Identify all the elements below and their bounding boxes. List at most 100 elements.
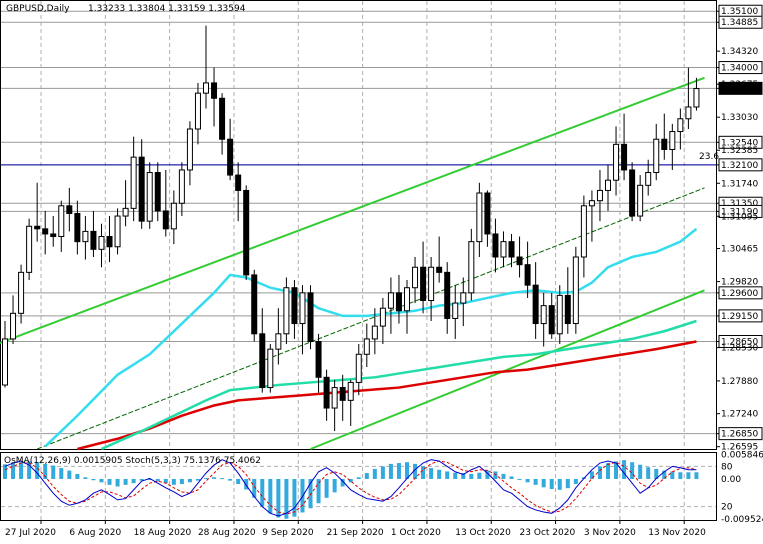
osma-bar bbox=[115, 478, 120, 487]
candle-body bbox=[556, 294, 563, 335]
candle-body bbox=[379, 307, 386, 327]
osma-bar bbox=[541, 478, 546, 488]
candle-body bbox=[637, 184, 644, 217]
candle bbox=[605, 164, 611, 211]
osma-bar bbox=[123, 478, 128, 485]
osma-bar bbox=[429, 468, 434, 479]
osma-bar bbox=[244, 478, 249, 490]
osma-bar bbox=[396, 463, 401, 479]
candle-body bbox=[26, 225, 33, 273]
price-axis[interactable]: 1.351001.348851.343201.340001.336751.335… bbox=[716, 4, 763, 453]
candle-body bbox=[243, 189, 250, 276]
candle bbox=[162, 169, 169, 237]
candle-body bbox=[66, 205, 73, 214]
candle bbox=[428, 257, 435, 321]
candle-body bbox=[235, 174, 242, 191]
candle-body bbox=[693, 88, 700, 108]
osma-bar bbox=[51, 465, 56, 479]
candle bbox=[395, 274, 402, 324]
candle bbox=[243, 185, 250, 281]
osma-bar bbox=[654, 468, 659, 479]
osma-bar bbox=[565, 478, 570, 489]
horizontal-levels bbox=[1, 10, 716, 435]
price-label-box bbox=[718, 61, 763, 75]
osma-bar bbox=[332, 478, 337, 493]
indicator-axis: 0.0058465 0.00 -0.009524 80 20 bbox=[721, 450, 763, 524]
osma-bar bbox=[437, 469, 442, 479]
osma-bar bbox=[228, 478, 233, 481]
price-tick-label: 1.32540 bbox=[721, 138, 758, 148]
candle-body bbox=[412, 266, 419, 289]
time-tick-label: 13 Nov 2020 bbox=[648, 528, 706, 538]
candle bbox=[114, 208, 121, 255]
candle-body bbox=[685, 106, 692, 120]
candle-body bbox=[146, 172, 153, 222]
candle bbox=[524, 241, 531, 298]
osma-axis-label: 0.00 bbox=[721, 475, 741, 485]
osma-bar bbox=[630, 462, 635, 479]
candle bbox=[66, 187, 73, 232]
candle-body bbox=[10, 312, 17, 340]
candle bbox=[355, 344, 362, 396]
time-axis[interactable]: 27 Jul 2020 6 Aug 2020 18 Aug 2020 28 Aug 2… bbox=[5, 520, 706, 538]
price-tick-label: 1.28530 bbox=[721, 344, 758, 354]
stoch-axis-label: 20 bbox=[721, 503, 733, 513]
osma-bar bbox=[614, 461, 619, 479]
candle bbox=[564, 267, 571, 334]
candle-body bbox=[508, 241, 515, 258]
candle bbox=[186, 121, 193, 186]
candle-body bbox=[267, 348, 274, 389]
candles bbox=[2, 25, 700, 432]
price-label-box bbox=[718, 204, 763, 218]
candle bbox=[194, 82, 201, 145]
price-tick-label: 1.32100 bbox=[721, 161, 758, 171]
candle-body bbox=[154, 172, 161, 212]
candle bbox=[331, 379, 338, 432]
candle-body bbox=[42, 228, 49, 235]
osma-bar bbox=[163, 478, 168, 484]
grid bbox=[40, 1, 685, 520]
channel-lower-line[interactable] bbox=[310, 289, 705, 450]
price-label-box bbox=[718, 81, 763, 95]
price-label-box bbox=[718, 427, 763, 441]
candle bbox=[412, 257, 419, 304]
osma-bar bbox=[597, 466, 602, 479]
osma-bar bbox=[509, 476, 514, 479]
candle-body bbox=[130, 156, 137, 209]
candle bbox=[34, 182, 41, 242]
osma-bar bbox=[260, 478, 265, 507]
osma-bar bbox=[316, 478, 321, 504]
candle-body bbox=[18, 271, 25, 314]
candle bbox=[130, 136, 137, 222]
candle-body bbox=[194, 92, 201, 130]
price-tick-label: 1.28650 bbox=[721, 337, 758, 347]
candle bbox=[339, 374, 346, 421]
candle-body bbox=[605, 179, 611, 191]
candle-body bbox=[588, 200, 595, 207]
candle bbox=[613, 126, 620, 196]
candle bbox=[444, 262, 451, 334]
candle bbox=[347, 379, 354, 426]
price-tick-label: 1.29150 bbox=[721, 312, 758, 322]
candle bbox=[26, 218, 33, 281]
osma-bar bbox=[107, 478, 112, 485]
osma-bar bbox=[638, 464, 643, 479]
candle-body bbox=[74, 212, 81, 243]
channel-upper-line[interactable] bbox=[0, 76, 705, 344]
candle bbox=[661, 113, 668, 160]
osma-bar bbox=[380, 466, 385, 479]
osma-bar bbox=[91, 478, 96, 481]
price-tick-label: 1.34000 bbox=[721, 64, 758, 74]
candle bbox=[596, 169, 603, 222]
osma-bar bbox=[573, 478, 578, 484]
candle-body bbox=[203, 82, 209, 94]
stoch-signal-line bbox=[4, 460, 697, 515]
candle-body bbox=[50, 233, 57, 238]
candle bbox=[18, 264, 25, 324]
candle-body bbox=[275, 333, 282, 350]
candle-body bbox=[669, 131, 676, 150]
price-tick-label: 1.29600 bbox=[721, 289, 758, 299]
price-label-box bbox=[718, 286, 763, 300]
osma-bar bbox=[284, 478, 289, 519]
